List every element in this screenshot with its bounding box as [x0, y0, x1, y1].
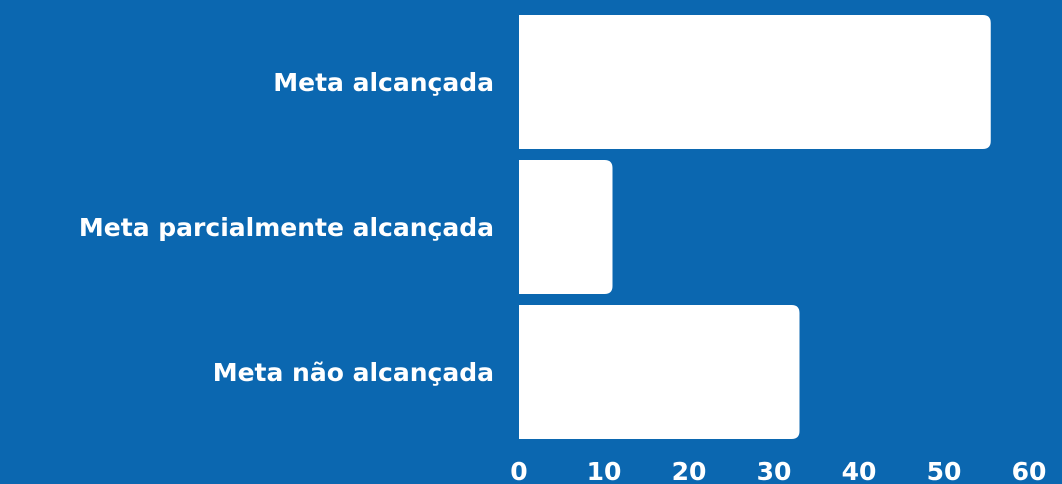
- x-tick-label: 60: [1012, 457, 1047, 484]
- category-label: Meta alcançada: [273, 68, 494, 97]
- x-tick-label: 0: [510, 457, 527, 484]
- bar-0: [519, 15, 991, 149]
- x-tick-label: 30: [757, 457, 792, 484]
- x-tick-label: 20: [672, 457, 707, 484]
- x-tick-label: 50: [927, 457, 962, 484]
- category-label: Meta parcialmente alcançada: [79, 213, 494, 242]
- bar-2: [519, 305, 800, 439]
- bar-1: [519, 160, 613, 294]
- category-labels: Meta alcançada Meta parcialmente alcançad…: [79, 68, 494, 387]
- bars-layer: [519, 15, 991, 439]
- x-axis-tick-labels: 0 10 20 30 40 50 60: [510, 457, 1046, 484]
- x-tick-label: 10: [587, 457, 622, 484]
- x-tick-label: 40: [842, 457, 877, 484]
- category-label: Meta não alcançada: [213, 358, 494, 387]
